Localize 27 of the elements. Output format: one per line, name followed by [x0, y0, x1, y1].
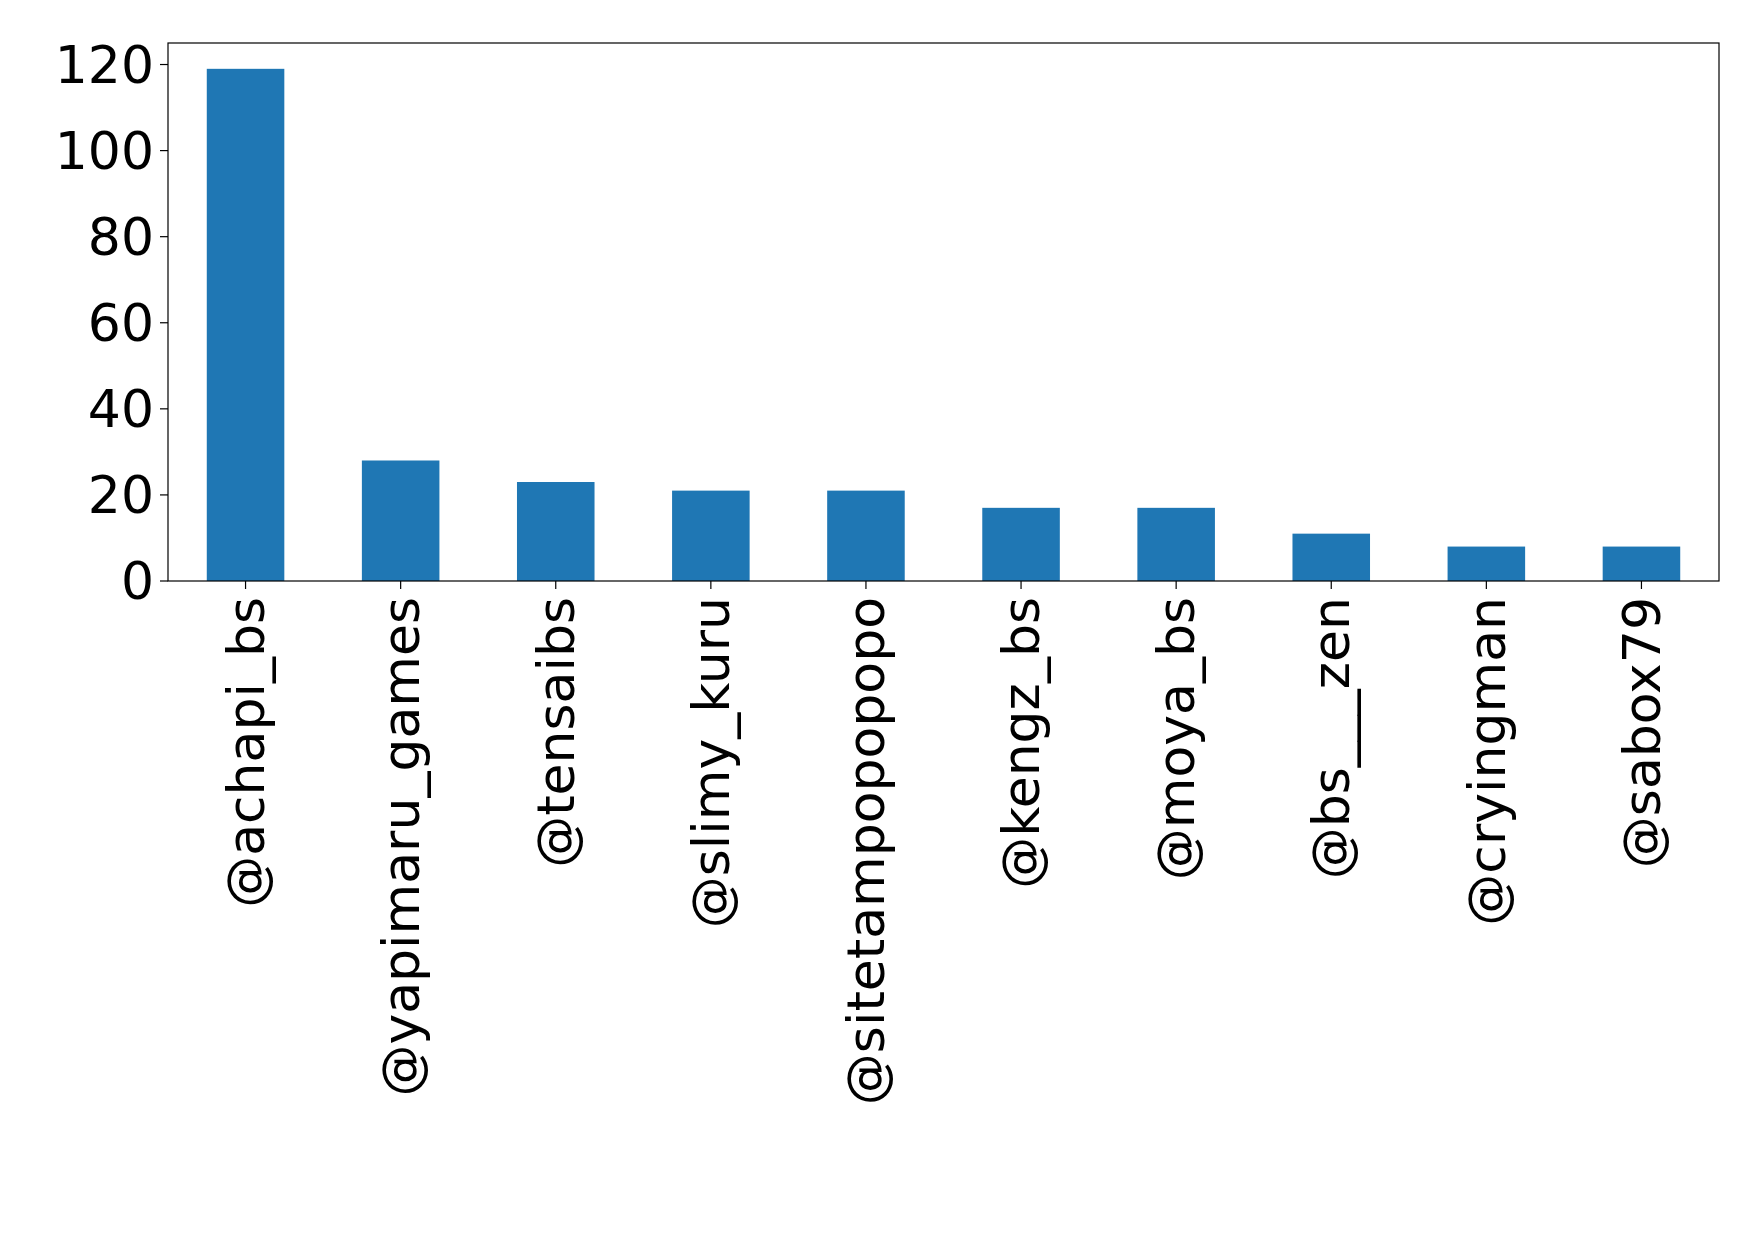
- y-tick-label: 120: [54, 34, 154, 95]
- bar: [827, 490, 905, 581]
- x-tick-label: @slimy_kuru: [681, 597, 742, 929]
- x-tick-label: @kengz_bs: [991, 597, 1052, 889]
- x-tick-label: @bs___zen: [1301, 597, 1362, 880]
- x-tick-label: @moya_bs: [1146, 597, 1207, 881]
- bar: [982, 507, 1060, 581]
- bar: [206, 68, 285, 581]
- bar: [1292, 533, 1371, 581]
- y-tick-label: 80: [87, 206, 154, 267]
- x-tick-label: @tensaibs: [525, 597, 586, 868]
- x-tick-label: @yapimaru_games: [370, 597, 431, 1097]
- x-tick-label: @sabox79: [1611, 597, 1672, 869]
- x-tick-label: @achapi_bs: [215, 597, 276, 908]
- bar: [361, 460, 440, 581]
- y-tick-label: 60: [87, 292, 154, 353]
- y-tick-label: 20: [87, 465, 154, 526]
- bar: [672, 490, 750, 581]
- bar: [1137, 507, 1215, 581]
- y-tick-label: 0: [120, 551, 154, 612]
- y-tick-label: 40: [87, 379, 154, 440]
- x-tick-label: @cryingman: [1456, 597, 1517, 926]
- y-tick-label: 100: [54, 120, 154, 181]
- bar: [1602, 546, 1681, 581]
- x-tick-label: @sitetampopopopo: [836, 597, 897, 1106]
- bar: [516, 482, 595, 581]
- bar: [1447, 546, 1526, 581]
